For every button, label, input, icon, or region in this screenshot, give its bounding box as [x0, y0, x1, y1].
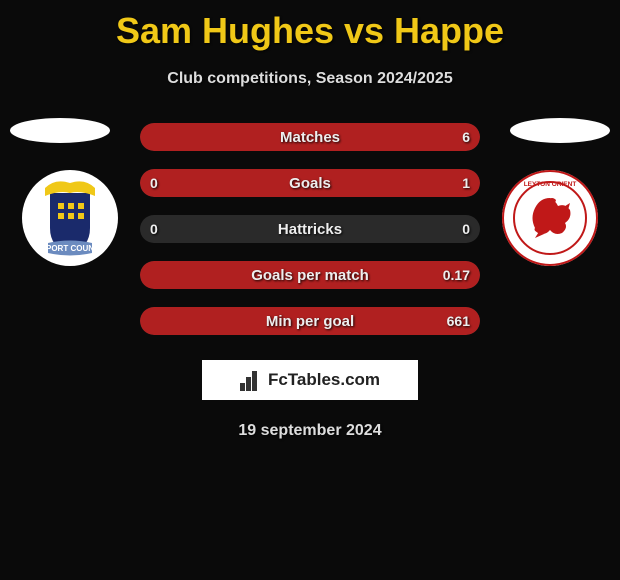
stat-bar: Matches6 [140, 123, 480, 151]
brand-box[interactable]: FcTables.com [202, 360, 418, 400]
stockport-county-badge-icon: PORT COUN [20, 168, 120, 268]
stat-value-right: 1 [462, 175, 470, 191]
brand-text: FcTables.com [268, 370, 380, 390]
stat-bar: Min per goal661 [140, 307, 480, 335]
svg-text:PORT COUN: PORT COUN [46, 244, 94, 253]
comparison-content: PORT COUN LEYTON ORIENT Matches60Goals10… [0, 123, 620, 440]
stat-bar: Goals per match0.17 [140, 261, 480, 289]
leyton-orient-badge-icon: LEYTON ORIENT [500, 168, 600, 268]
svg-text:LEYTON ORIENT: LEYTON ORIENT [524, 181, 577, 188]
team-badge-left: PORT COUN [20, 168, 120, 268]
decor-ellipse-right [510, 118, 610, 143]
date-label: 19 september 2024 [0, 422, 620, 440]
stat-value-right: 6 [462, 129, 470, 145]
stat-bar: 0Goals1 [140, 169, 480, 197]
stat-label: Hattricks [140, 221, 480, 238]
stats-bars: Matches60Goals10Hattricks0Goals per matc… [140, 123, 480, 335]
stat-label: Goals per match [140, 267, 480, 284]
stat-label: Matches [140, 129, 480, 146]
subtitle: Club competitions, Season 2024/2025 [0, 70, 620, 88]
stat-label: Min per goal [140, 313, 480, 330]
stat-label: Goals [140, 175, 480, 192]
stat-bar: 0Hattricks0 [140, 215, 480, 243]
team-badge-right: LEYTON ORIENT [500, 168, 600, 268]
stat-value-right: 661 [447, 313, 470, 329]
chart-icon [240, 369, 262, 391]
stat-value-right: 0 [462, 221, 470, 237]
page-title: Sam Hughes vs Happe [0, 0, 620, 52]
decor-ellipse-left [10, 118, 110, 143]
stat-value-right: 0.17 [443, 267, 470, 283]
